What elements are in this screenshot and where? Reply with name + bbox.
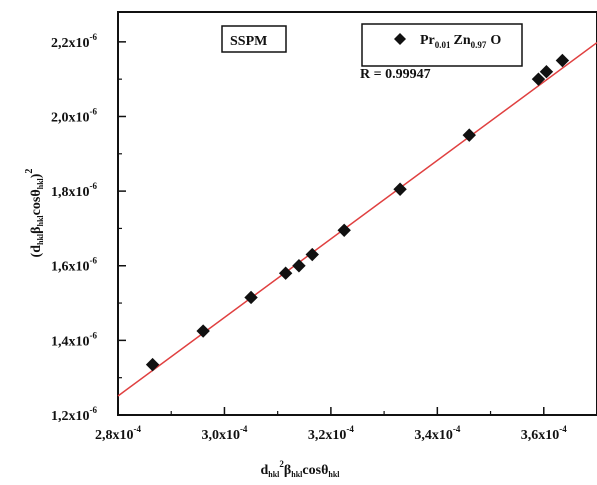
- data-point: [462, 128, 476, 142]
- data-point: [244, 290, 258, 305]
- data-point: [539, 64, 554, 79]
- y-tick-labels: 1,2x10-6 1,4x10-6 1,6x10-6 1,8x10-6 2,0x10-6…: [51, 32, 97, 424]
- x-tick-label: 3,6x10-4: [521, 424, 567, 443]
- x-tick-labels: 2,8x10-4 3,0x10-4 3,2x10-4 3,4x10-4 3,6x10-4: [95, 424, 567, 443]
- data-point: [531, 72, 546, 86]
- data-point: [305, 247, 319, 262]
- method-box: SSPM: [221, 25, 287, 53]
- method-box-label: SSPM: [230, 34, 267, 49]
- y-tick-label: 2,2x10-6: [51, 32, 97, 51]
- data-points: [145, 53, 570, 372]
- x-tick-label: 3,0x10-4: [201, 424, 247, 443]
- data-point: [393, 182, 407, 196]
- y-tick-label: 1,2x10-6: [51, 405, 97, 424]
- r-value: R = 0.99947: [360, 67, 431, 82]
- fit-line: [117, 41, 597, 397]
- y-tick-label: 1,4x10-6: [51, 330, 97, 349]
- y-tick-label: 1,6x10-6: [51, 256, 97, 275]
- tick-marks: [117, 41, 545, 416]
- plot-frame: [117, 11, 597, 416]
- y-axis-title: (dhklβhklcosθhkl)2: [24, 169, 45, 258]
- data-point: [196, 324, 210, 338]
- data-point: [292, 259, 306, 273]
- data-point: [337, 223, 351, 237]
- x-tick-label: 3,2x10-4: [308, 424, 354, 443]
- data-point: [555, 53, 570, 68]
- data-point: [145, 357, 160, 372]
- x-axis-title: dhkl2βhklcosθhkl: [260, 459, 340, 479]
- legend-diamond-icon: [394, 33, 406, 45]
- legend-series-name: Pr0.01 Zn0.97 O: [420, 33, 501, 50]
- legend: Pr0.01 Zn0.97 O R = 0.99947: [360, 23, 523, 82]
- y-tick-label: 1,8x10-6: [51, 181, 97, 200]
- data-point: [278, 266, 293, 280]
- y-tick-label: 2,0x10-6: [51, 106, 97, 125]
- x-tick-label: 3,4x10-4: [414, 424, 460, 443]
- x-tick-label: 2,8x10-4: [95, 424, 141, 443]
